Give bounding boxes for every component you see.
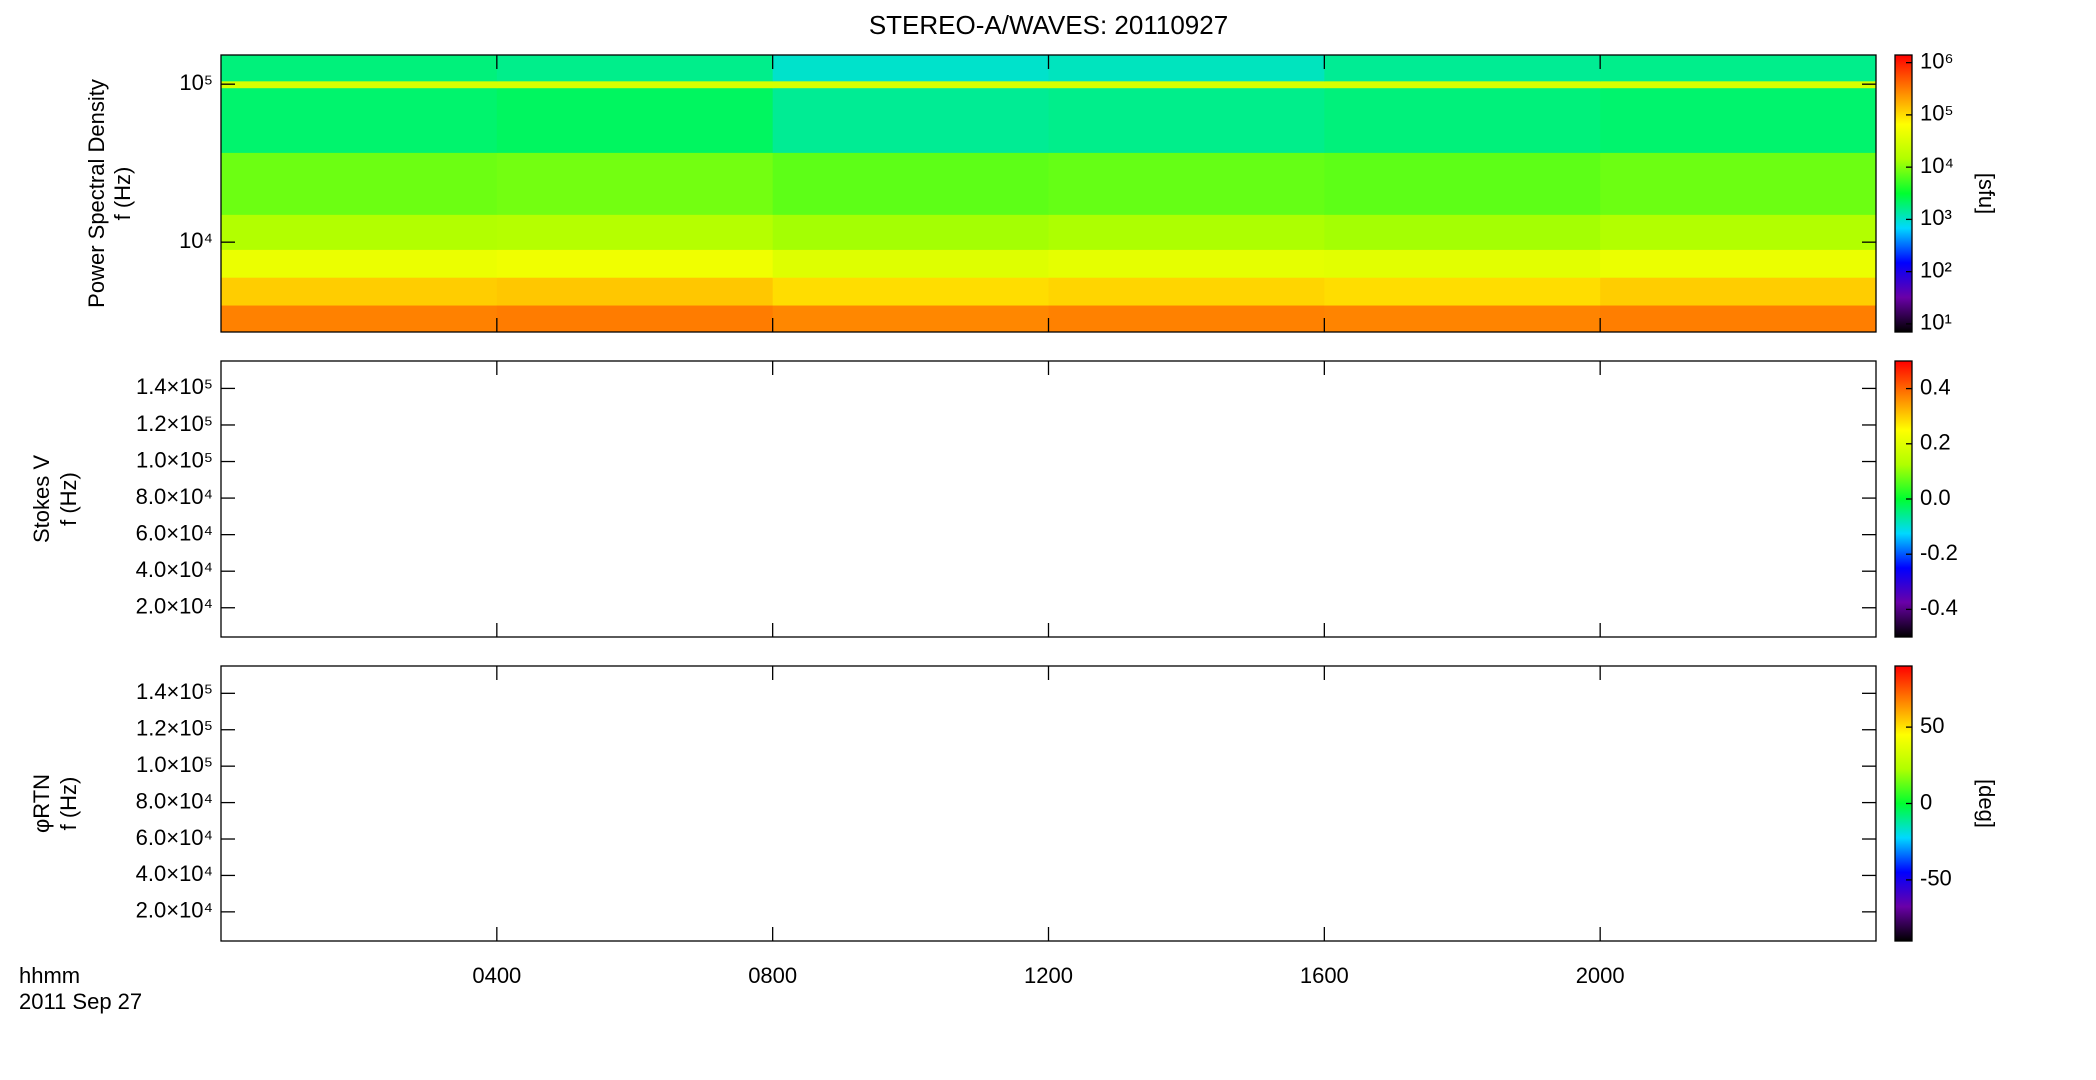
- y-tick-label: 6.0×10⁴: [136, 520, 213, 545]
- heatmap-cell: [1324, 214, 1601, 250]
- y-axis-label: Power Spectral Density: [84, 79, 109, 308]
- colorbar-tick-label: -0.4: [1920, 595, 1958, 620]
- x-axis-label: 2011 Sep 27: [19, 989, 142, 1014]
- heatmap-cell: [772, 87, 1049, 153]
- y-tick-label: 4.0×10⁴: [136, 557, 213, 582]
- heatmap-cell: [1048, 80, 1325, 89]
- colorbar-tick-label: 10¹: [1920, 310, 1952, 335]
- heatmap-cell: [496, 249, 774, 278]
- heatmap-cell: [1048, 87, 1325, 153]
- heatmap-cell: [1048, 277, 1325, 306]
- y-tick-label: 2.0×10⁴: [136, 594, 213, 619]
- heatmap-cell: [1324, 249, 1601, 278]
- heatmap-cell: [1048, 152, 1325, 215]
- heatmap-cell: [496, 277, 774, 306]
- heatmap-cell: [1600, 80, 1877, 89]
- colorbar-label: [deg]: [1974, 779, 1999, 828]
- heatmap-cell: [496, 214, 774, 250]
- colorbar-tick-label: 50: [1920, 713, 1944, 738]
- y-tick-label: 4.0×10⁴: [136, 861, 213, 886]
- heatmap-cell: [1324, 152, 1601, 215]
- heatmap-cell: [1324, 55, 1601, 82]
- heatmap-cell: [221, 277, 498, 306]
- heatmap-cell: [1048, 214, 1325, 250]
- colorbar-tick-label: 0: [1920, 789, 1932, 814]
- heatmap-cell: [1600, 214, 1877, 250]
- x-tick-label: 1600: [1300, 963, 1349, 988]
- heatmap-cell: [1324, 277, 1601, 306]
- heatmap-cell: [772, 277, 1049, 306]
- y-tick-label: 8.0×10⁴: [136, 788, 213, 813]
- plot-frame: [220, 360, 1877, 638]
- heatmap-cell: [221, 249, 498, 278]
- heatmap-cell: [772, 55, 1049, 82]
- colorbar-tick-label: -50: [1920, 866, 1952, 891]
- heatmap-cell: [1600, 152, 1877, 215]
- y-tick-label: 1.0×10⁵: [136, 752, 213, 777]
- x-tick-label: 0400: [472, 963, 521, 988]
- y-tick-label: 1.2×10⁵: [136, 716, 213, 741]
- y-tick-label: 1.2×10⁵: [136, 411, 213, 436]
- heatmap-cell: [496, 152, 774, 215]
- chart-title: STEREO-A/WAVES: 20110927: [869, 10, 1228, 40]
- heatmap-cell: [221, 305, 498, 333]
- y-axis-label: f (Hz): [110, 167, 135, 221]
- heatmap-cell: [1324, 305, 1601, 333]
- heatmap-cell: [1600, 55, 1877, 82]
- heatmap-cell: [772, 305, 1049, 333]
- colorbar-label: [sfu]: [1974, 173, 1999, 215]
- y-tick-label: 1.4×10⁵: [136, 679, 213, 704]
- heatmap-cell: [1600, 249, 1877, 278]
- heatmap-cell: [221, 55, 498, 82]
- heatmap-cell: [772, 249, 1049, 278]
- y-tick-label: 8.0×10⁴: [136, 484, 213, 509]
- plot-frame: [220, 665, 1877, 942]
- y-tick-label: 10⁴: [179, 228, 213, 253]
- heatmap-cell: [496, 55, 774, 82]
- y-tick-label: 2.0×10⁴: [136, 898, 213, 923]
- heatmap-cell: [772, 152, 1049, 215]
- x-tick-label: 0800: [748, 963, 797, 988]
- x-tick-label: 1200: [1024, 963, 1073, 988]
- colorbar-tick-label: 10²: [1920, 257, 1952, 282]
- y-axis-label: φRTN: [29, 774, 54, 833]
- y-tick-label: 1.4×10⁵: [136, 374, 213, 399]
- heatmap-cell: [496, 80, 774, 89]
- heatmap-cell: [1048, 305, 1325, 333]
- heatmap-cell: [1324, 87, 1601, 153]
- heatmap-cell: [1324, 80, 1601, 89]
- colorbar: [1894, 54, 1913, 333]
- y-axis-label: f (Hz): [56, 472, 81, 526]
- heatmap-cell: [1048, 249, 1325, 278]
- y-tick-label: 10⁵: [179, 70, 213, 95]
- colorbar-tick-label: 0.2: [1920, 430, 1951, 455]
- heatmap-cell: [221, 152, 498, 215]
- colorbar-tick-label: 10⁴: [1920, 153, 1954, 178]
- heatmap-cell: [1600, 305, 1877, 333]
- heatmap-cell: [221, 87, 498, 153]
- x-tick-label: 2000: [1576, 963, 1625, 988]
- colorbar-tick-label: 10⁶: [1920, 48, 1954, 73]
- heatmap-cell: [221, 80, 498, 89]
- heatmap-cell: [496, 305, 774, 333]
- heatmap-cell: [496, 87, 774, 153]
- heatmap-cell: [1048, 55, 1325, 82]
- colorbar-tick-label: 0.4: [1920, 374, 1951, 399]
- colorbar-tick-label: 10⁵: [1920, 101, 1954, 126]
- heatmap-cell: [772, 214, 1049, 250]
- y-axis-label: Stokes V: [29, 455, 54, 543]
- colorbar-tick-label: 10³: [1920, 205, 1952, 230]
- y-axis-label: f (Hz): [56, 777, 81, 831]
- y-tick-label: 6.0×10⁴: [136, 825, 213, 850]
- x-axis-label: hhmm: [19, 963, 80, 988]
- colorbar-tick-label: -0.2: [1920, 540, 1958, 565]
- colorbar-tick-label: 0.0: [1920, 485, 1951, 510]
- heatmap-cell: [1600, 87, 1877, 153]
- y-tick-label: 1.0×10⁵: [136, 447, 213, 472]
- heatmap-cell: [772, 80, 1049, 89]
- heatmap-cell: [221, 214, 498, 250]
- heatmap-cell: [1600, 277, 1877, 306]
